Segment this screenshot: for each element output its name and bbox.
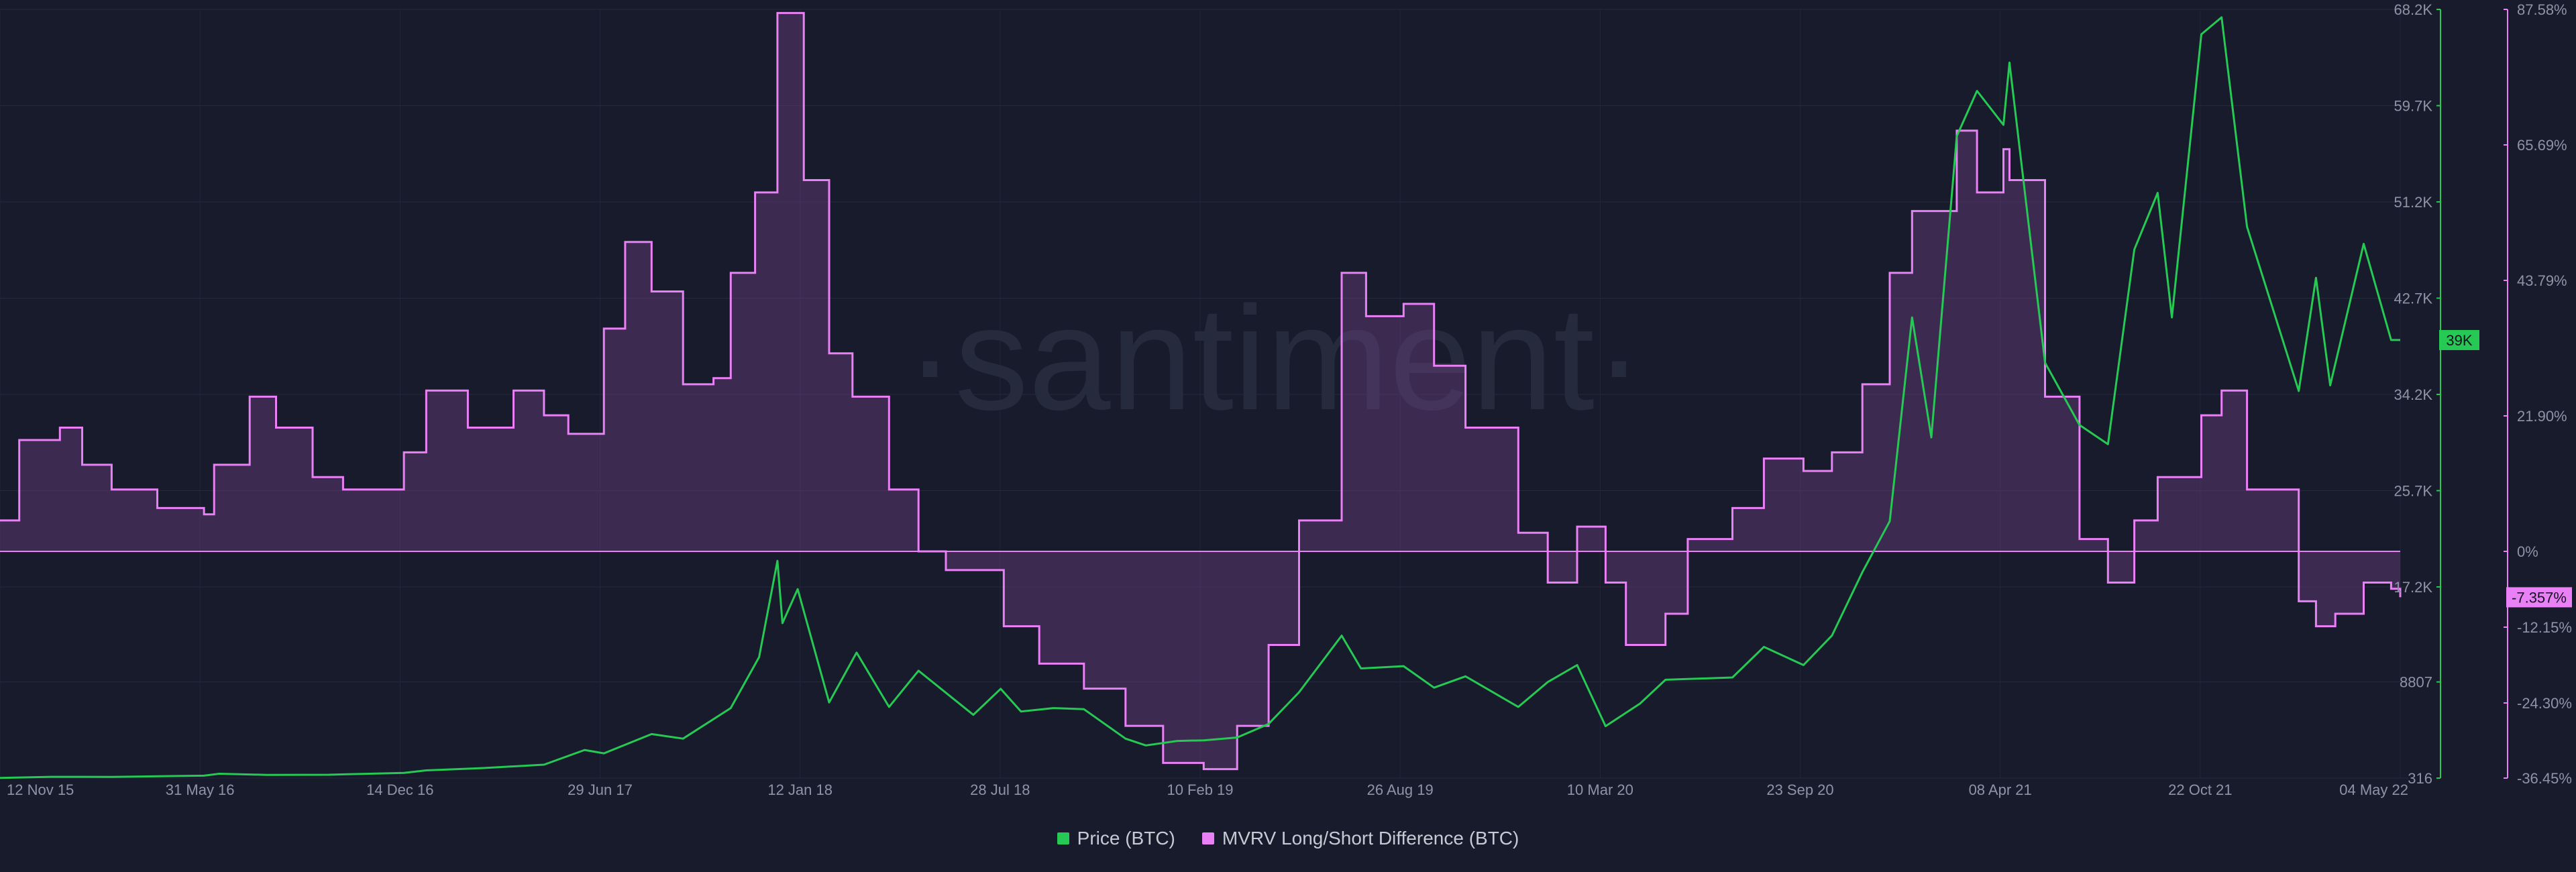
mvrv-line bbox=[0, 11, 2402, 771]
mvrv-tick-label: 0% bbox=[2517, 543, 2538, 560]
price-tick-label: 316 bbox=[2408, 770, 2432, 787]
price-tick-label: 51.2K bbox=[2394, 194, 2433, 211]
x-tick-label: 12 Nov 15 bbox=[7, 781, 74, 798]
legend-swatch-mvrv bbox=[1201, 832, 1214, 844]
price-tick-label: 8807 bbox=[2400, 674, 2432, 691]
watermark: ·santiment· bbox=[906, 276, 1644, 441]
legend-label-mvrv: MVRV Long/Short Difference (BTC) bbox=[1222, 828, 1519, 849]
legend-label-price: Price (BTC) bbox=[1077, 828, 1175, 849]
mvrv-tick-label: -12.15% bbox=[2517, 619, 2572, 636]
legend-item-mvrv[interactable]: MVRV Long/Short Difference (BTC) bbox=[1201, 828, 1519, 849]
price-tick-label: 68.2K bbox=[2394, 1, 2433, 18]
x-tick-label: 10 Mar 20 bbox=[1567, 781, 1633, 798]
x-tick-label: 10 Feb 19 bbox=[1167, 781, 1233, 798]
mvrv-tick-label: -24.30% bbox=[2517, 695, 2572, 712]
mvrv-tick-label: 87.58% bbox=[2517, 1, 2567, 18]
legend-swatch-price bbox=[1057, 832, 1069, 844]
price-tick-label: 42.7K bbox=[2394, 290, 2433, 307]
mvrv-tick-label: 65.69% bbox=[2517, 137, 2567, 154]
x-tick-label: 04 May 22 bbox=[2339, 781, 2408, 798]
x-tick-label: 22 Oct 21 bbox=[2168, 781, 2232, 798]
x-tick-label: 31 May 16 bbox=[166, 781, 235, 798]
axis-layer: 68.2K 59.7K 51.2K 42.7K 34.2K 25.7K 17.2K 8807 3… bbox=[2394, 1, 2572, 787]
legend-item-price[interactable]: Price (BTC) bbox=[1057, 828, 1175, 849]
legend: Price (BTC) MVRV Long/Short Difference (… bbox=[0, 825, 2576, 852]
mvrv-tick-label: -36.45% bbox=[2517, 770, 2572, 787]
x-tick-label: 26 Aug 19 bbox=[1367, 781, 1434, 798]
price-tick-label: 59.7K bbox=[2394, 97, 2433, 114]
mvrv-tick-label: 21.90% bbox=[2517, 408, 2567, 425]
mvrv-area bbox=[0, 13, 2400, 769]
price-tick-label: 17.2K bbox=[2394, 579, 2433, 596]
x-axis: 12 Nov 15 31 May 16 14 Dec 16 29 Jun 17 12 J… bbox=[7, 781, 2408, 798]
x-tick-label: 14 Dec 16 bbox=[366, 781, 433, 798]
x-tick-label: 28 Jul 18 bbox=[970, 781, 1030, 798]
price-badge bbox=[2439, 329, 2479, 350]
mvrv-tick-label: 43.79% bbox=[2517, 272, 2567, 289]
price-badge-label: 39K bbox=[2446, 332, 2472, 349]
price-line bbox=[0, 16, 2400, 779]
mvrv-badge-label: -7.357% bbox=[2512, 589, 2567, 606]
x-tick-label: 12 Jan 18 bbox=[767, 781, 833, 798]
mvrv-badge bbox=[2506, 587, 2572, 608]
chart-svg[interactable]: ·santiment· 68.2K 59.7K 51.2K 42.7K 34.2K 25.… bbox=[0, 0, 2576, 818]
grid-layer bbox=[0, 9, 2408, 779]
price-layer bbox=[0, 16, 2401, 779]
mvrv-layer bbox=[0, 11, 2402, 771]
badge-layer: 39K -7.357% bbox=[2439, 329, 2572, 608]
price-tick-label: 34.2K bbox=[2394, 386, 2433, 403]
x-tick-label: 08 Apr 21 bbox=[1969, 781, 2032, 798]
x-tick-label: 23 Sep 20 bbox=[1766, 781, 1833, 798]
x-tick-label: 29 Jun 17 bbox=[568, 781, 633, 798]
price-tick-label: 25.7K bbox=[2394, 482, 2433, 499]
